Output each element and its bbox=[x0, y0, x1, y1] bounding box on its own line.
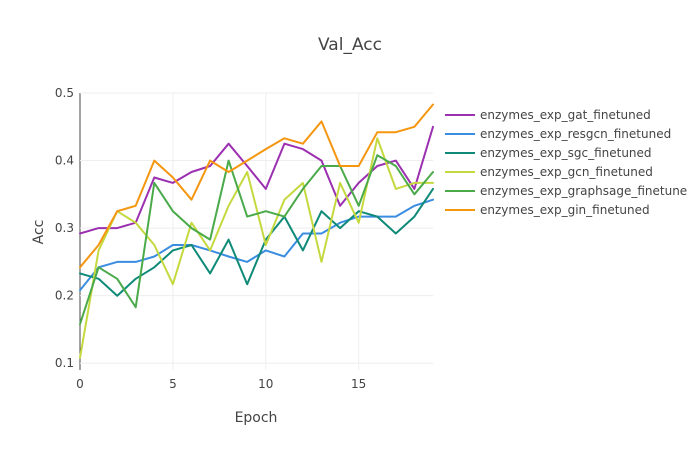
legend-label: enzymes_exp_gat_finetuned bbox=[480, 108, 651, 122]
y-tick-label: 0.3 bbox=[55, 221, 74, 235]
x-tick-label: 5 bbox=[169, 377, 177, 391]
legend-item[interactable]: enzymes_exp_resgcn_finetuned bbox=[445, 127, 671, 141]
legend-label: enzymes_exp_resgcn_finetuned bbox=[480, 127, 671, 141]
series-line-3[interactable] bbox=[79, 137, 434, 359]
x-tick-label: 0 bbox=[76, 377, 84, 391]
legend-item[interactable]: enzymes_exp_gcn_finetuned bbox=[445, 165, 653, 179]
series-line-0[interactable] bbox=[79, 125, 434, 235]
y-tick-label: 0.5 bbox=[55, 86, 74, 100]
series-line-4[interactable] bbox=[79, 154, 434, 326]
legend-label: enzymes_exp_sgc_finetuned bbox=[480, 146, 652, 160]
x-tick-label: 10 bbox=[258, 377, 273, 391]
legend-label: enzymes_exp_gcn_finetuned bbox=[480, 165, 653, 179]
x-axis-title: Epoch bbox=[235, 410, 278, 426]
series-line-5[interactable] bbox=[79, 103, 434, 269]
chart-title: Val_Acc bbox=[318, 35, 382, 55]
legend-item[interactable]: enzymes_exp_sgc_finetuned bbox=[445, 146, 652, 160]
legend-item[interactable]: enzymes_exp_graphsage_finetune bbox=[445, 184, 687, 198]
axes: 0 5 10 15 0.1 0.2 0.3 0.4 0.5 bbox=[55, 86, 366, 391]
series-line-2[interactable] bbox=[79, 187, 434, 297]
plot-area bbox=[79, 103, 434, 359]
y-axis-title: Acc bbox=[31, 220, 47, 245]
y-tick-label: 0.4 bbox=[55, 154, 74, 168]
legend-label: enzymes_exp_gin_finetuned bbox=[480, 203, 650, 217]
legend-item[interactable]: enzymes_exp_gin_finetuned bbox=[445, 203, 650, 217]
y-tick-label: 0.2 bbox=[55, 289, 74, 303]
x-tick-label: 15 bbox=[351, 377, 366, 391]
legend-item[interactable]: enzymes_exp_gat_finetuned bbox=[445, 108, 651, 122]
legend[interactable]: enzymes_exp_gat_finetuned enzymes_exp_res… bbox=[445, 108, 687, 217]
grid bbox=[79, 92, 433, 370]
legend-label: enzymes_exp_graphsage_finetune bbox=[480, 184, 687, 198]
y-tick-label: 0.1 bbox=[55, 356, 74, 370]
